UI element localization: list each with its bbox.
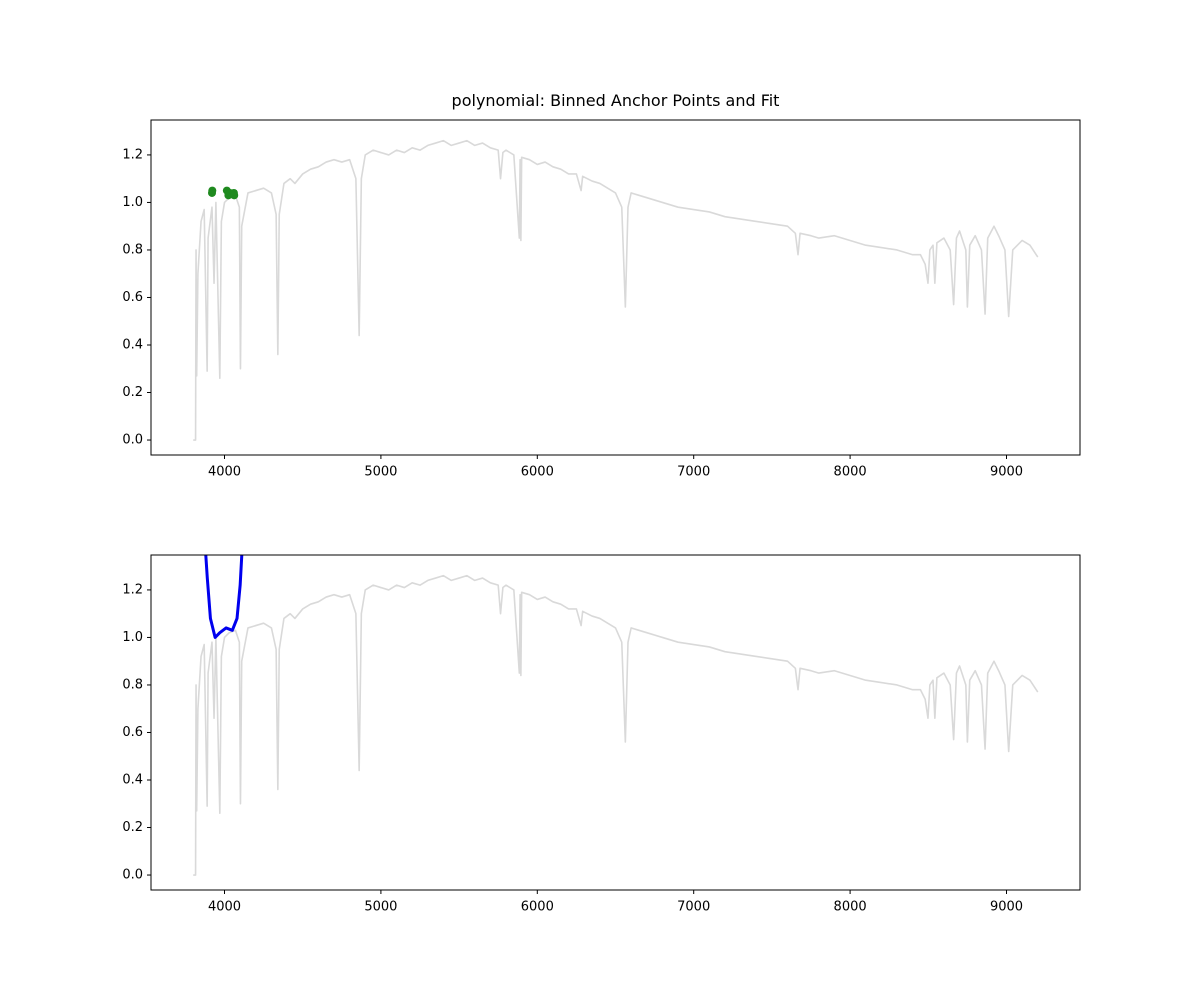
y-tick-label: 0.0 bbox=[122, 433, 143, 448]
subplot: polynomial: Binned Anchor Points and Fit… bbox=[122, 91, 1081, 480]
x-tick-label: 8000 bbox=[834, 900, 867, 915]
anchor-point bbox=[230, 191, 239, 200]
axes-frame bbox=[150, 119, 1081, 456]
y-tick-label: 1.0 bbox=[122, 630, 143, 645]
y-tick-label: 1.0 bbox=[122, 195, 143, 210]
y-tick-label: 0.6 bbox=[122, 725, 143, 740]
x-tick-label: 4000 bbox=[208, 465, 241, 480]
x-tick-label: 9000 bbox=[990, 900, 1023, 915]
y-tick-label: 0.6 bbox=[122, 290, 143, 305]
x-tick-label: 5000 bbox=[364, 900, 397, 915]
x-tick-label: 9000 bbox=[990, 465, 1023, 480]
x-tick-label: 8000 bbox=[834, 465, 867, 480]
y-tick-label: 0.2 bbox=[122, 820, 143, 835]
y-tick-label: 0.8 bbox=[122, 242, 143, 257]
y-tick-label: 1.2 bbox=[122, 147, 143, 162]
y-tick-label: 0.2 bbox=[122, 385, 143, 400]
y-tick-label: 1.2 bbox=[122, 582, 143, 597]
plot-area bbox=[193, 139, 1039, 441]
y-tick-label: 0.8 bbox=[122, 677, 143, 692]
x-tick-label: 4000 bbox=[208, 900, 241, 915]
x-tick-label: 6000 bbox=[521, 900, 554, 915]
x-tick-label: 5000 bbox=[364, 465, 397, 480]
series-line bbox=[193, 139, 1039, 441]
axes-frame bbox=[150, 554, 1081, 891]
x-tick-label: 6000 bbox=[521, 465, 554, 480]
x-tick-label: 7000 bbox=[677, 900, 710, 915]
y-tick-label: 0.4 bbox=[122, 772, 143, 787]
x-tick-label: 7000 bbox=[677, 465, 710, 480]
series-line bbox=[193, 574, 1039, 876]
subplot: 4000 5000 6000 7000 8000 9000 0.0 0.2 0.4 0.6 0.8 1… bbox=[122, 554, 1081, 915]
chart-title: polynomial: Binned Anchor Points and Fit bbox=[452, 91, 780, 110]
y-tick-label: 0.0 bbox=[122, 868, 143, 883]
anchor-point bbox=[208, 186, 217, 195]
y-tick-label: 0.4 bbox=[122, 337, 143, 352]
series-line bbox=[204, 555, 244, 639]
plot-area bbox=[193, 555, 1039, 876]
